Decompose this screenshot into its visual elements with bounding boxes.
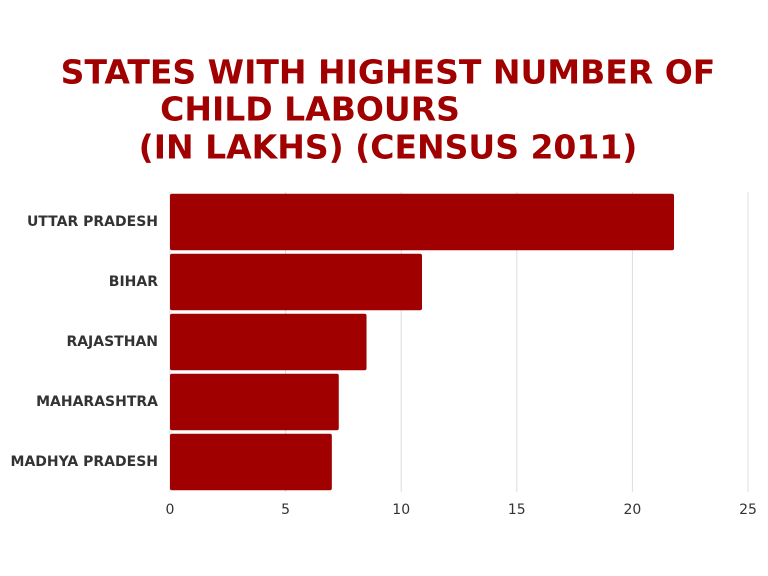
chart-title: (IN LAKHS) (CENSUS 2011) [139,128,638,167]
x-tick-label: 10 [392,502,410,518]
bar [170,433,332,491]
x-tick-label: 15 [508,502,526,518]
bar [170,373,339,431]
y-tick-label: MADHYA PRADESH [11,454,158,470]
x-tick-label: 0 [166,502,175,518]
y-tick-label: BIHAR [109,274,158,290]
x-tick-label: 20 [623,502,641,518]
bar [170,313,367,371]
bar [170,193,675,251]
chart-title: CHILD LABOURS [160,90,460,129]
y-tick-label: MAHARASHTRA [36,394,158,410]
x-tick-label: 5 [281,502,290,518]
chart-title: STATES WITH HIGHEST NUMBER OF [61,53,716,92]
x-tick-label: 25 [739,502,757,518]
y-tick-label: RAJASTHAN [66,334,158,350]
bar [170,253,423,311]
y-tick-label: UTTAR PRADESH [27,214,158,230]
